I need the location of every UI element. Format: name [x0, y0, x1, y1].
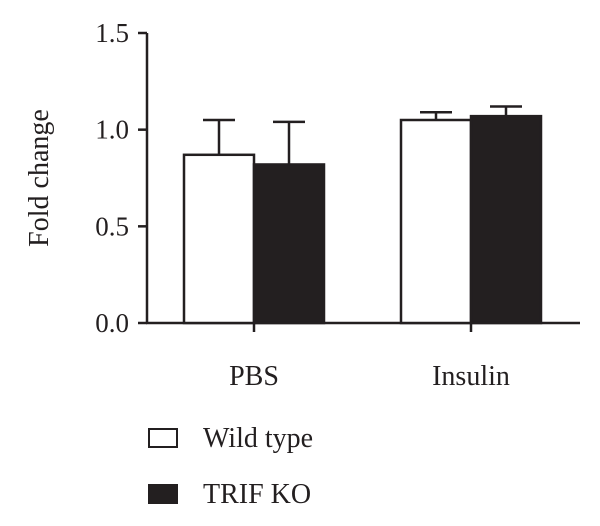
x-axis: PBS Insulin — [146, 321, 580, 392]
legend-swatch-0 — [148, 428, 178, 448]
bar-1-0 — [252, 163, 326, 325]
x-tick-label-0: PBS — [229, 361, 279, 392]
bars — [182, 114, 543, 325]
y-tick-label-3: 1.5 — [95, 18, 129, 48]
error-bars — [203, 105, 522, 165]
bar-0-0 — [182, 153, 256, 325]
legend-swatch-1 — [148, 484, 178, 504]
y-tick-label-2: 1.0 — [95, 115, 129, 145]
y-axis: 0.0 0.5 1.0 1.5 — [95, 18, 149, 338]
y-tick-label-1: 0.5 — [95, 211, 129, 241]
legend: Wild type TRIF KO — [148, 423, 313, 510]
legend-label-0: Wild type — [203, 423, 313, 454]
bar-0-1 — [399, 118, 473, 325]
legend-label-1: TRIF KO — [203, 479, 311, 510]
bar-1-1 — [469, 114, 543, 325]
y-tick-label-0: 0.0 — [95, 308, 129, 338]
x-tick-label-1: Insulin — [432, 361, 510, 392]
y-axis-title: Fold change — [24, 109, 55, 247]
